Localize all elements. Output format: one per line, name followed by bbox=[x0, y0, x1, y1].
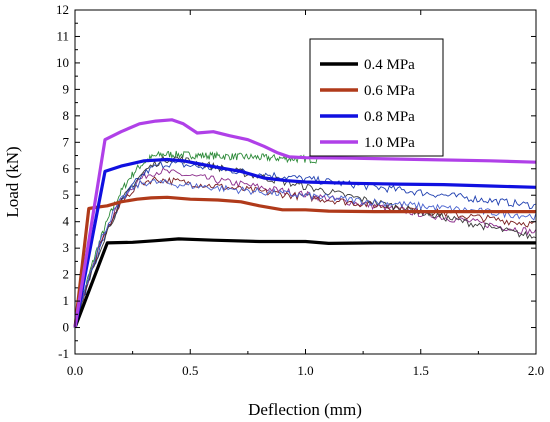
x-axis: 0.0 0.5 1.0 1.5 2.0 bbox=[67, 10, 544, 378]
x-tick-label: 0.5 bbox=[182, 363, 198, 378]
y-tick-label: -1 bbox=[58, 346, 69, 361]
y-tick-label: 10 bbox=[56, 55, 69, 70]
legend-box bbox=[309, 38, 444, 157]
y-tick-label: 7 bbox=[63, 134, 70, 149]
legend: 0.4 MPa 0.6 MPa 0.8 MPa 1.0 MPa bbox=[309, 38, 444, 157]
x-tick-label: 0.0 bbox=[67, 363, 83, 378]
series-line bbox=[73, 195, 536, 328]
x-axis-title: Deflection (mm) bbox=[248, 400, 362, 419]
series-line bbox=[73, 237, 536, 329]
series-line bbox=[73, 118, 537, 328]
experimental-trace bbox=[74, 155, 537, 328]
legend-label: 1.0 MPa bbox=[364, 135, 415, 151]
y-tick-label: 6 bbox=[63, 161, 70, 176]
y-tick-label: 9 bbox=[63, 81, 70, 96]
legend-label: 0.6 MPa bbox=[364, 83, 415, 99]
experimental-trace bbox=[74, 160, 537, 328]
y-tick-label: 1 bbox=[63, 293, 70, 308]
y-tick-label: 8 bbox=[63, 108, 70, 123]
y-tick-label: 3 bbox=[63, 240, 70, 255]
series-lines bbox=[73, 118, 537, 329]
y-axis-title: Load (kN) bbox=[3, 146, 22, 217]
experimental-trace bbox=[74, 178, 537, 328]
y-tick-label: 5 bbox=[63, 187, 70, 202]
x-tick-label: 2.0 bbox=[528, 363, 544, 378]
experimental-trace bbox=[74, 167, 537, 328]
y-tick-label: 0 bbox=[63, 320, 70, 335]
y-tick-label: 4 bbox=[63, 214, 70, 229]
legend-label: 0.4 MPa bbox=[364, 57, 415, 73]
legend-label: 0.8 MPa bbox=[364, 109, 415, 125]
y-tick-label: 12 bbox=[56, 2, 69, 17]
x-tick-label: 1.0 bbox=[297, 363, 313, 378]
thin-experimental-curves bbox=[74, 150, 537, 328]
y-tick-label: 11 bbox=[56, 28, 69, 43]
series-line bbox=[73, 157, 537, 328]
y-tick-label: 2 bbox=[63, 267, 70, 282]
x-tick-label: 1.5 bbox=[413, 363, 429, 378]
